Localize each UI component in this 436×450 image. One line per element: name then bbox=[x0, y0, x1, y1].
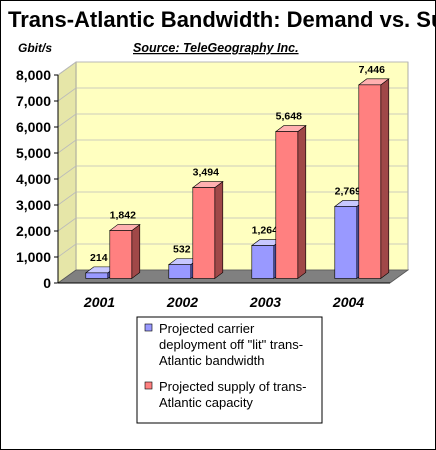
bar bbox=[168, 264, 192, 279]
y-tick-label: 1,000 bbox=[16, 249, 51, 265]
x-tick-label: 2004 bbox=[332, 294, 364, 310]
gridline-depth bbox=[57, 217, 77, 232]
y-axis-unit: Gbit/s bbox=[18, 41, 52, 55]
gridline-depth bbox=[57, 191, 77, 206]
gridline-depth bbox=[57, 243, 77, 258]
data-label: 3,494 bbox=[193, 167, 219, 179]
bar-side bbox=[131, 223, 141, 280]
gridline-depth bbox=[57, 139, 77, 154]
bar-side bbox=[380, 78, 390, 280]
bar bbox=[334, 206, 358, 279]
gridline-depth bbox=[57, 165, 77, 180]
chart-title: Trans-Atlantic Bandwidth: Demand vs. Sup… bbox=[8, 7, 436, 32]
legend-box bbox=[136, 316, 323, 424]
data-label: 1,842 bbox=[110, 210, 136, 222]
legend-swatch bbox=[144, 381, 153, 390]
data-label: 5,648 bbox=[276, 111, 302, 123]
bar bbox=[358, 84, 382, 279]
y-tick-label: 3,000 bbox=[16, 197, 51, 213]
bar bbox=[192, 187, 216, 279]
legend-label: Atlantic capacity bbox=[159, 395, 253, 410]
legend-label: Atlantic bandwidth bbox=[159, 353, 265, 368]
legend-swatch bbox=[144, 323, 153, 332]
y-tick-label: 0 bbox=[43, 275, 51, 291]
x-tick-label: 2003 bbox=[249, 294, 281, 310]
bar bbox=[251, 245, 275, 279]
legend-label: Projected supply of trans- bbox=[159, 379, 306, 394]
bar bbox=[109, 230, 133, 279]
y-tick-label: 6,000 bbox=[16, 119, 51, 135]
x-tick-label: 2002 bbox=[166, 294, 198, 310]
chart-source: Source: TeleGeography Inc. bbox=[133, 41, 299, 55]
data-label: 1,264 bbox=[252, 225, 278, 237]
data-label: 214 bbox=[90, 252, 108, 264]
bar bbox=[85, 272, 109, 279]
gridline-depth bbox=[57, 87, 77, 102]
data-label: 532 bbox=[173, 244, 191, 256]
data-label: 2,769 bbox=[335, 185, 361, 197]
y-tick-label: 2,000 bbox=[16, 223, 51, 239]
y-tick-label: 4,000 bbox=[16, 171, 51, 187]
legend-label: Projected carrier bbox=[159, 321, 255, 336]
legend-label: deployment off "lit" trans- bbox=[159, 337, 303, 352]
data-label: 7,446 bbox=[359, 64, 385, 76]
gridline-depth bbox=[57, 61, 77, 76]
y-tick-label: 7,000 bbox=[16, 93, 51, 109]
y-tick-label: 5,000 bbox=[16, 145, 51, 161]
bar bbox=[275, 131, 299, 279]
y-tick-label: 8,000 bbox=[16, 67, 51, 83]
bar-side bbox=[214, 181, 224, 280]
x-tick-label: 2001 bbox=[83, 294, 115, 310]
gridline-depth bbox=[57, 113, 77, 128]
bar-side bbox=[297, 125, 307, 280]
